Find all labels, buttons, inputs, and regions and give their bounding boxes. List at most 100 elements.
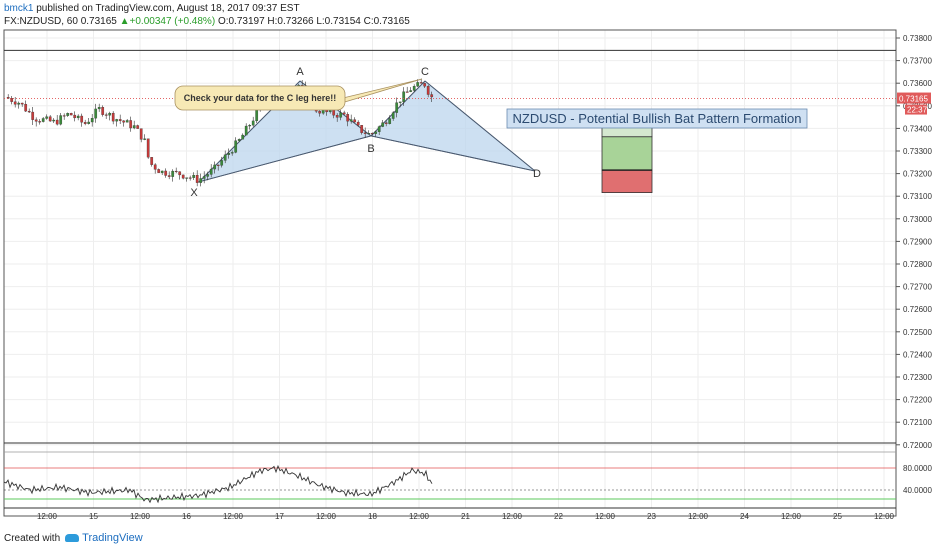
price-tick-label: 0.73300 <box>903 147 932 156</box>
candle-body <box>129 120 133 129</box>
candle-body <box>374 131 378 134</box>
candle-body <box>31 111 35 120</box>
candle-body <box>391 112 395 119</box>
price-chart[interactable]: 0.738000.737000.736000.735000.734000.733… <box>0 28 932 528</box>
rsi-level-label: 80.0000 <box>903 464 932 473</box>
candle-body <box>10 98 14 102</box>
candle-body <box>220 160 224 166</box>
current-price-tag <box>897 92 931 104</box>
callout-bubble <box>174 85 346 111</box>
candle-body <box>24 103 28 112</box>
candle-body <box>136 125 140 129</box>
candle-body <box>339 112 343 118</box>
candle-body <box>248 125 252 127</box>
candle-body <box>164 170 168 176</box>
point-a-label: A <box>296 66 304 78</box>
candle-body <box>171 170 175 177</box>
candle-body <box>185 177 189 179</box>
candle-body <box>384 122 388 124</box>
time-tick-label: 12:00 <box>874 512 895 521</box>
candle-body <box>157 169 161 173</box>
chart-title[interactable]: NZDUSD - Potential Bullish Bat Pattern F… <box>506 108 808 129</box>
time-tick-label: 21 <box>461 512 470 521</box>
candle-body <box>349 119 353 122</box>
candle-body <box>94 108 98 119</box>
time-tick-label: 12:00 <box>688 512 709 521</box>
publish-text: published on TradingView.com, August 18,… <box>33 3 300 14</box>
leg-cd <box>424 80 536 172</box>
candle-body <box>17 102 21 105</box>
candle-body <box>202 176 206 179</box>
price-tick-label: 0.72800 <box>903 260 932 269</box>
candle-body <box>90 118 94 123</box>
time-tick-label: 12:00 <box>502 512 523 521</box>
symbol-line: FX:NZDUSD, 60 0.73165 ▲+0.00347 (+0.48%)… <box>4 16 410 27</box>
time-tick-label: 12:00 <box>409 512 430 521</box>
candle-body <box>234 140 238 153</box>
candle-body <box>101 107 105 115</box>
time-tick-label: 23 <box>647 512 656 521</box>
price-change: +0.00347 (+0.48%) <box>129 16 216 27</box>
price-tick-label: 0.73400 <box>903 124 932 133</box>
candle-body <box>388 118 392 124</box>
candle-body <box>97 107 101 110</box>
candle-body <box>230 152 234 154</box>
footer: Created with TradingView <box>4 532 143 544</box>
price-tick-label: 0.72100 <box>903 418 932 427</box>
candle-body <box>402 91 406 103</box>
point-d-label: D <box>533 168 541 180</box>
candle-body <box>76 115 80 119</box>
last-price: 0.73165 <box>80 16 117 27</box>
author-link[interactable]: bmck1 <box>4 3 34 14</box>
candle-body <box>209 168 213 175</box>
leg-bd <box>370 135 536 172</box>
candle-body <box>20 102 24 105</box>
rsi-pane: 80.0000 40.0000 <box>3 464 932 504</box>
current-price-text: 0.73165 <box>899 95 928 104</box>
callout-annotation[interactable]: Check your data for the C leg here!! <box>174 78 423 111</box>
candle-body <box>395 102 399 113</box>
candle-body <box>146 138 150 158</box>
candle-body <box>377 126 381 132</box>
candle-body <box>188 177 192 179</box>
candle-body <box>398 101 402 103</box>
candle-body <box>111 112 115 122</box>
candle-body <box>150 157 154 165</box>
candle-body <box>27 110 31 113</box>
chart-header: bmck1 published on TradingView.com, Augu… <box>0 0 932 30</box>
time-tick-label: 16 <box>182 512 191 521</box>
price-tick-label: 0.72500 <box>903 328 932 337</box>
time-tick-label: 12:00 <box>316 512 337 521</box>
candle-body <box>346 114 350 122</box>
symbol[interactable]: FX:NZDUSD, 60 <box>4 16 78 27</box>
time-axis[interactable]: 12:00 15 12:00 16 12:00 17 12:00 18 12:00 21 12:00… <box>37 512 895 521</box>
created-with: Created with <box>4 533 61 544</box>
tradingview-logo-icon <box>65 534 80 543</box>
candle-body <box>332 109 336 116</box>
publish-line: bmck1 published on TradingView.com, Augu… <box>4 3 300 14</box>
price-axis[interactable]: 0.738000.737000.736000.735000.734000.733… <box>896 34 932 450</box>
candle-body <box>83 122 87 124</box>
point-c-label: C <box>421 66 429 78</box>
countdown-text: 22:37 <box>907 106 928 115</box>
grid <box>4 30 896 508</box>
time-tick-label: 15 <box>89 512 98 521</box>
target-zone-profit <box>601 136 653 171</box>
candle-body <box>118 119 122 121</box>
point-x-label: X <box>190 187 198 199</box>
tradingview-link[interactable]: TradingView <box>82 532 143 544</box>
candle-body <box>426 86 430 95</box>
up-arrow-icon: ▲ <box>119 16 130 27</box>
candle-body <box>213 164 217 170</box>
candle-body <box>223 154 227 161</box>
price-tick-label: 0.72000 <box>903 441 932 450</box>
time-tick-label: 18 <box>368 512 377 521</box>
candle-body <box>167 175 171 177</box>
time-tick-label: 17 <box>275 512 284 521</box>
price-tick-label: 0.72600 <box>903 305 932 314</box>
candle-body <box>360 125 364 133</box>
candle-body <box>318 111 322 114</box>
time-tick-label: 25 <box>833 512 842 521</box>
candle-body <box>419 82 423 84</box>
countdown-tag <box>905 104 927 115</box>
